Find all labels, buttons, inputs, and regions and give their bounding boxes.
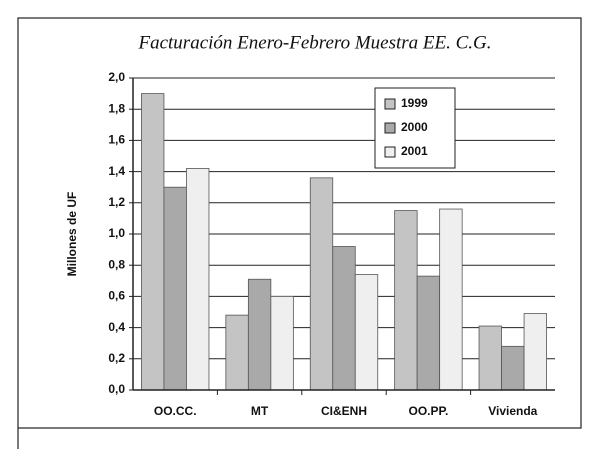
legend-swatch [384,122,396,134]
x-tick-label: MT [251,404,269,418]
bar [478,325,502,391]
legend-label: 1999 [401,96,428,110]
y-tick-label: 1,2 [108,195,125,209]
y-tick-label: 0,2 [108,351,125,365]
y-tick-label: 0,8 [108,257,125,271]
bar [523,313,547,391]
bar [141,93,165,391]
chart-title: Facturación Enero-Febrero Muestra EE. C.… [137,32,491,53]
y-tick-label: 1,0 [108,226,125,240]
bar [354,274,379,391]
y-tick-label: 1,6 [108,133,125,147]
x-tick-label: OO.CC. [154,404,197,418]
y-tick-label: 1,4 [108,164,125,178]
bar [225,314,249,391]
bar [309,177,334,391]
bar [186,168,210,391]
bar [394,210,418,391]
legend-label: 2000 [401,120,428,134]
x-tick-label: OO.PP. [409,404,449,418]
bar [439,208,463,391]
bar [501,345,525,391]
bar [416,275,441,391]
legend-swatch [384,98,396,110]
legend-swatch [384,146,396,158]
bar [163,186,187,391]
y-tick-label: 2,0 [108,70,125,84]
bar [247,278,272,391]
legend-label: 2001 [401,144,428,158]
y-axis-label: Millones de UF [65,192,79,277]
y-tick-label: 0,0 [108,382,125,396]
bar [332,246,356,391]
bar [270,295,294,391]
y-tick-label: 0,4 [108,320,125,334]
y-tick-label: 1,8 [108,101,125,115]
frame [17,17,582,429]
x-tick-label: Vivienda [488,404,537,418]
y-tick-label: 0,6 [108,289,125,303]
x-tick-label: CI&ENH [321,404,367,418]
